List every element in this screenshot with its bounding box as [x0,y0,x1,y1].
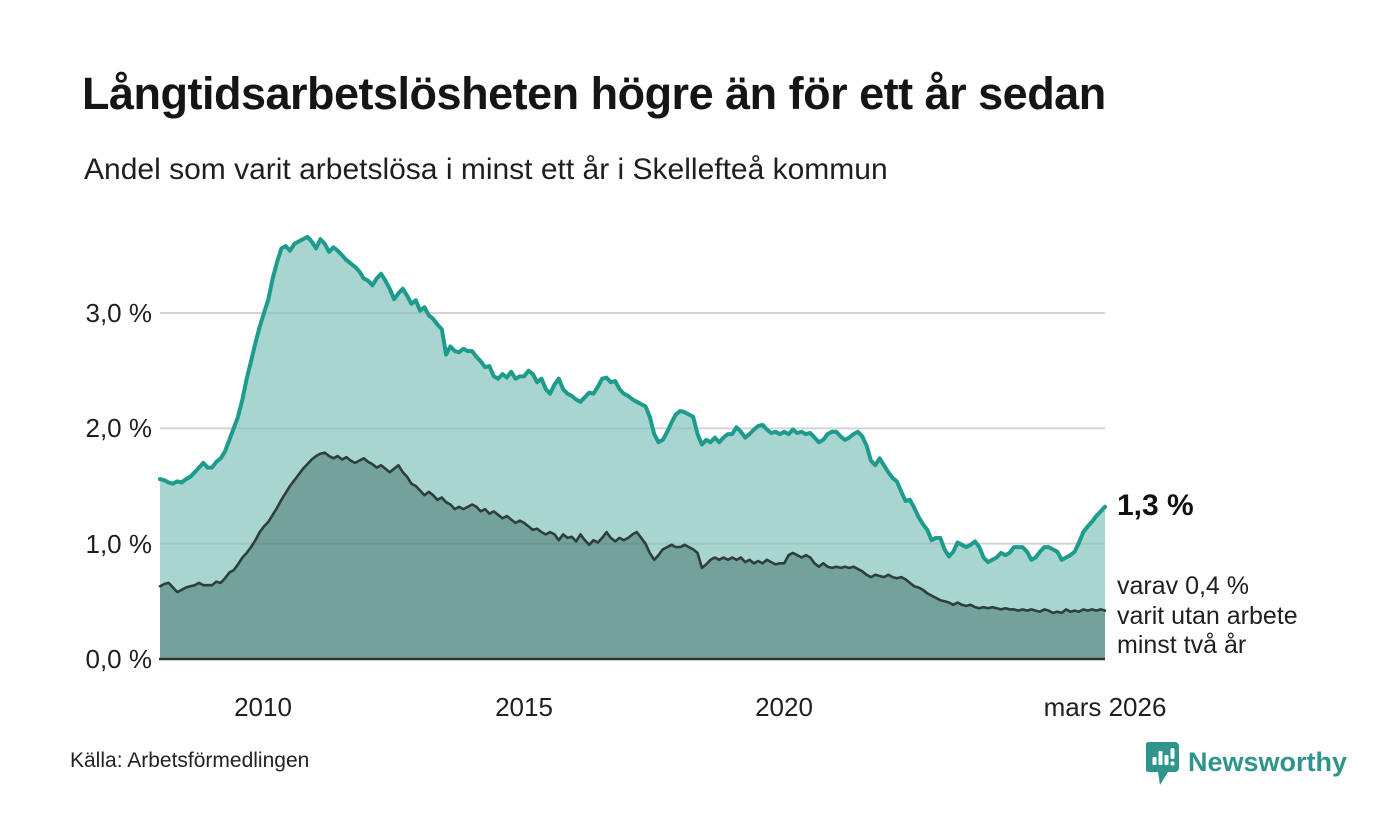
end-sub-line-3: minst två år [1117,631,1247,659]
newsworthy-wordmark: Newsworthy [1188,747,1348,777]
x-tick-label-2015: 2015 [495,692,553,722]
x-tick-label-mars-2026: mars 2026 [1043,692,1167,722]
x-tick-label-2010: 2010 [234,692,292,722]
y-tick-label-2: 2,0 % [85,413,153,443]
page-title: Långtidsarbetslösheten högre än för ett … [82,68,1106,119]
y-tick-label-3: 3,0 % [85,298,153,328]
end-sub-line-1: varav 0,4 % [1117,572,1250,600]
page-subtitle: Andel som varit arbetslösa i minst ett å… [84,153,888,186]
newsworthy-logo-icon [1146,742,1179,785]
end-value-label: 1,3 % [1117,489,1194,522]
y-tick-label-1: 1,0 % [85,529,153,559]
x-tick-label-2020: 2020 [755,692,813,722]
end-sub-line-2: varit utan arbete [1117,601,1298,630]
end-sub-annotation: varav 0,4 % varit utan arbete minst två … [1117,572,1377,661]
source-credit: Källa: Arbetsförmedlingen [70,749,310,772]
y-tick-label-0: 0,0 % [85,644,153,674]
